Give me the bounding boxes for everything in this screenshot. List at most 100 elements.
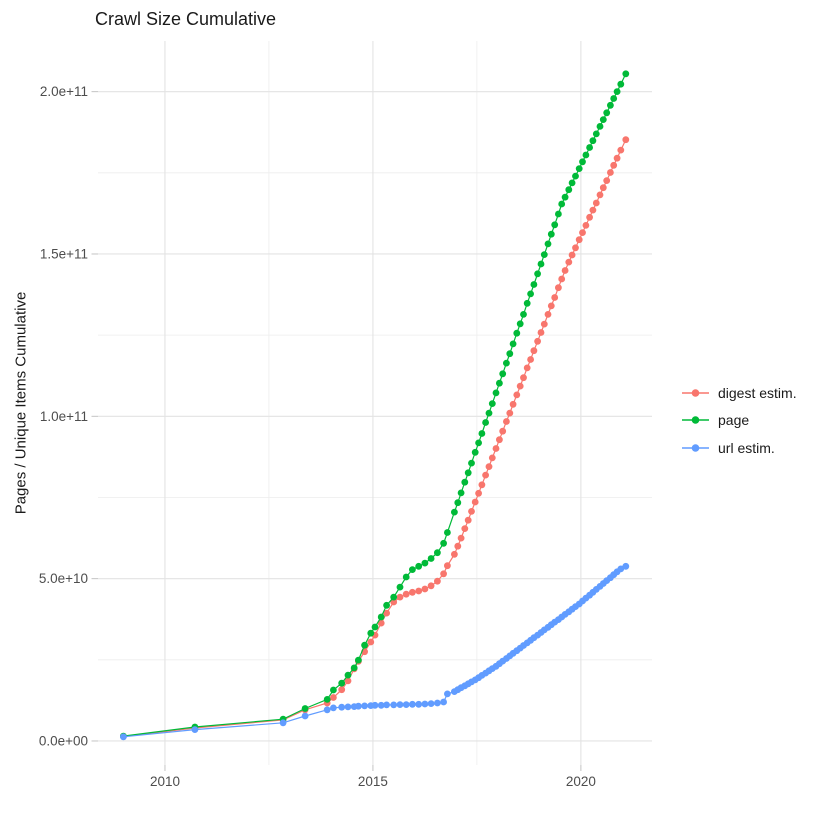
data-point-page — [377, 613, 385, 621]
data-point-digest-estim — [551, 294, 559, 301]
data-point-page — [599, 116, 607, 123]
data-point-page — [361, 641, 368, 649]
data-point-digest-estim — [509, 400, 517, 408]
data-point-page — [451, 508, 458, 516]
data-point-digest-estim — [586, 213, 593, 221]
data-point-page — [516, 320, 524, 328]
data-point-digest-estim — [427, 582, 435, 590]
legend-entry-digest: digest estim. — [682, 379, 797, 407]
data-point-digest-estim — [488, 454, 496, 462]
data-point-page — [530, 281, 538, 288]
data-point-url-estim — [427, 700, 435, 707]
data-point-page — [617, 80, 625, 88]
y-axis-title: Pages / Unique Items Cumulative — [12, 291, 30, 515]
data-point-page — [568, 179, 576, 187]
data-point-page — [506, 350, 514, 358]
data-point-page — [622, 70, 630, 78]
chart-title: Crawl Size Cumulative — [95, 9, 277, 29]
y-axis-tick-label: 0.0e+00 — [39, 733, 88, 748]
data-point-digest-estim — [572, 244, 579, 252]
data-point-page — [471, 448, 479, 456]
data-point-digest-estim — [613, 154, 621, 162]
y-axis-tick-label: 1.0e+11 — [40, 409, 88, 424]
data-point-page — [434, 549, 441, 557]
legend-label: page — [718, 412, 750, 429]
data-point-page — [301, 705, 309, 712]
data-point-digest-estim — [607, 169, 614, 176]
data-point-url-estim — [409, 700, 416, 708]
data-point-page — [457, 489, 465, 497]
data-point-digest-estim — [409, 588, 416, 596]
legend-key-line-dot-icon — [682, 443, 709, 452]
data-point-page — [509, 340, 517, 348]
data-point-page — [323, 696, 331, 703]
data-point-url-estim — [383, 701, 390, 709]
data-point-page — [402, 573, 410, 581]
data-point-url-estim — [444, 690, 451, 698]
data-point-page — [371, 623, 379, 631]
data-point-url-estim — [301, 712, 309, 720]
data-point-page — [478, 430, 486, 437]
data-point-page — [338, 679, 346, 687]
data-point-digest-estim — [544, 311, 552, 318]
data-point-url-estim — [338, 703, 346, 711]
y-axis-tick-label: 5.0e+10 — [39, 571, 88, 586]
data-point-digest-estim — [603, 177, 611, 185]
data-point-page — [461, 478, 469, 486]
data-point-digest-estim — [610, 161, 618, 169]
data-point-digest-estim — [527, 356, 534, 363]
data-point-page — [415, 562, 423, 570]
data-point-digest-estim — [534, 337, 541, 345]
data-point-page — [565, 186, 573, 194]
data-point-page — [527, 290, 534, 298]
data-point-url-estim — [617, 565, 625, 573]
data-point-page — [607, 101, 614, 109]
data-point-page — [355, 656, 362, 664]
data-point-page — [367, 629, 375, 637]
data-point-page — [596, 123, 604, 130]
data-point-digest-estim — [579, 229, 586, 237]
data-point-page — [540, 251, 548, 258]
data-point-digest-estim — [568, 251, 576, 259]
data-point-page — [488, 400, 496, 407]
data-point-url-estim — [415, 700, 423, 708]
data-point-digest-estim — [444, 562, 451, 570]
data-point-page — [475, 439, 482, 447]
legend-entry-url: url estim. — [682, 434, 797, 462]
legend: digest estim. page url estim. — [682, 379, 797, 462]
data-point-url-estim — [323, 706, 331, 714]
data-point-page — [503, 359, 510, 367]
data-point-digest-estim — [596, 191, 604, 199]
data-point-page — [534, 270, 541, 278]
legend-key-line-dot-icon — [682, 416, 709, 425]
data-point-page — [492, 389, 500, 397]
data-point-page — [561, 193, 569, 201]
data-point-digest-estim — [582, 222, 590, 229]
data-point-page — [555, 210, 562, 218]
data-point-page — [421, 559, 429, 567]
data-point-digest-estim — [565, 258, 573, 266]
data-point-digest-estim — [575, 236, 583, 244]
data-point-page — [572, 172, 579, 180]
data-point-page — [547, 230, 555, 238]
data-point-url-estim — [402, 701, 410, 708]
data-point-digest-estim — [377, 619, 385, 627]
data-point-url-estim — [377, 701, 385, 709]
data-point-digest-estim — [547, 302, 555, 310]
legend-label: url estim. — [718, 439, 775, 456]
data-point-page — [575, 165, 583, 173]
data-point-url-estim — [396, 701, 404, 708]
data-point-digest-estim — [367, 638, 375, 646]
data-point-digest-estim — [478, 481, 486, 489]
data-point-digest-estim — [396, 593, 404, 601]
data-point-digest-estim — [537, 329, 545, 336]
series-line-url-estim — [123, 565, 627, 738]
data-point-url-estim — [361, 702, 368, 710]
data-point-url-estim — [344, 703, 352, 711]
data-point-page — [513, 329, 521, 337]
data-point-page — [409, 566, 416, 573]
data-point-digest-estim — [330, 694, 337, 701]
data-point-digest-estim — [468, 508, 475, 515]
